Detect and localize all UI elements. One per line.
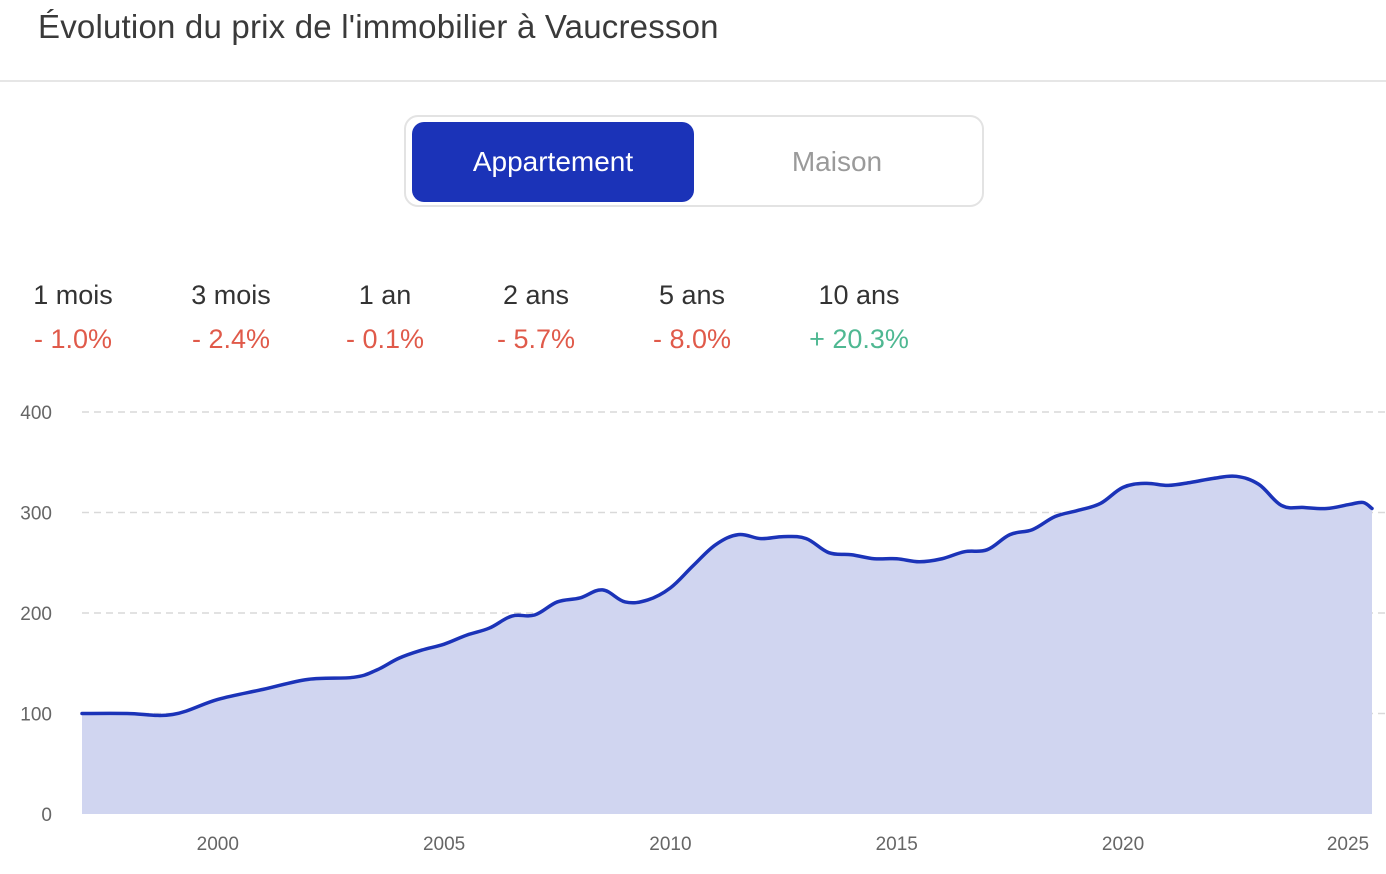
stat-5-ans: 5 ans - 8.0% (622, 278, 762, 356)
area-layer (80, 474, 1374, 814)
stat-label: 1 mois (33, 280, 113, 310)
stat-value: - 1.0% (33, 324, 113, 354)
stat-2-ans: 2 ans - 5.7% (466, 278, 606, 356)
stat-value: + 20.3% (809, 324, 909, 354)
x-tick-label: 2020 (1102, 834, 1144, 855)
price-area-fill (82, 476, 1372, 814)
stat-value: - 8.0% (652, 324, 732, 354)
price-chart: 0 100 200 300 400 2000 2005 2010 2015 2020 2025 (20, 403, 1386, 855)
axis-layer: 0 100 200 300 400 2000 2005 2010 2015 2020 2025 (20, 403, 1369, 855)
stat-label: 1 an (358, 280, 412, 310)
stat-3-mois: 3 mois - 2.4% (161, 278, 301, 356)
stat-value: - 5.7% (496, 324, 576, 354)
stat-value: - 0.1% (345, 324, 425, 354)
y-tick-label: 300 (20, 504, 52, 525)
stat-label: 5 ans (658, 280, 726, 310)
x-tick-label: 2015 (876, 834, 918, 855)
stat-1-mois: 1 mois - 1.0% (3, 278, 143, 356)
x-tick-label: 2005 (423, 834, 465, 855)
toggle-maison-button[interactable]: Maison (696, 122, 978, 202)
title-divider (0, 80, 1386, 82)
stat-value: - 2.4% (191, 324, 271, 354)
stat-label: 10 ans (818, 280, 900, 310)
stat-10-ans: 10 ans + 20.3% (789, 278, 929, 356)
y-tick-label: 400 (20, 403, 52, 424)
y-tick-label: 100 (20, 705, 52, 726)
x-tick-label: 2000 (197, 834, 239, 855)
y-tick-label: 200 (20, 604, 52, 625)
toggle-appartement-button[interactable]: Appartement (412, 122, 694, 202)
x-tick-label: 2010 (649, 834, 691, 855)
y-tick-label: 0 (41, 805, 52, 826)
property-type-toggle: Appartement Maison (404, 115, 984, 207)
x-tick-label: 2025 (1327, 834, 1369, 855)
stat-label: 2 ans (502, 280, 570, 310)
stat-label: 3 mois (191, 280, 271, 310)
price-line (80, 474, 1374, 718)
page-title: Évolution du prix de l'immobilier à Vauc… (38, 8, 719, 45)
stat-1-an: 1 an - 0.1% (315, 278, 455, 356)
